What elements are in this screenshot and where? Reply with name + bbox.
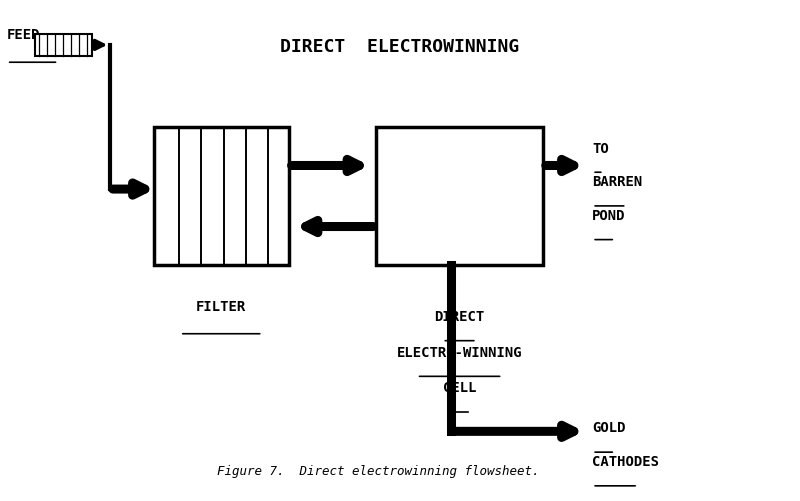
Text: ELECTRO-WINNING: ELECTRO-WINNING (397, 346, 522, 360)
Bar (154, 127, 289, 266)
Text: FILTER: FILTER (196, 300, 246, 314)
Text: TO: TO (592, 141, 609, 155)
Text: CELL: CELL (443, 381, 476, 395)
Text: GOLD: GOLD (592, 421, 626, 435)
Text: Figure 7.  Direct electrowinning flowsheet.: Figure 7. Direct electrowinning flowshee… (218, 465, 540, 478)
Text: FEED: FEED (6, 28, 40, 42)
Text: BARREN: BARREN (592, 175, 642, 189)
Text: DIRECT  ELECTROWINNING: DIRECT ELECTROWINNING (280, 39, 520, 57)
Text: DIRECT: DIRECT (434, 310, 485, 324)
Bar (376, 127, 543, 266)
Text: POND: POND (592, 209, 626, 223)
Text: CATHODES: CATHODES (592, 455, 659, 469)
Bar (34, 34, 92, 56)
